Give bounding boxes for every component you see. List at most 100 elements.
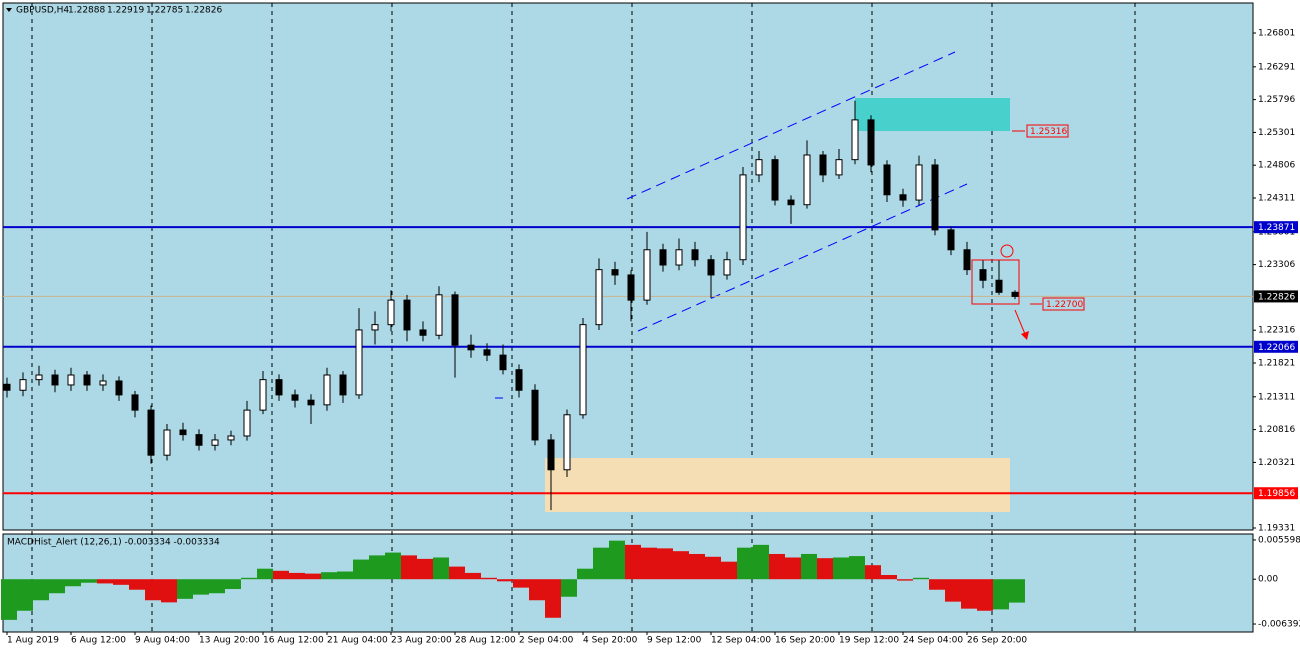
histogram-bar (769, 553, 785, 580)
x-tick-label: 13 Aug 20:00 (199, 636, 260, 646)
zone-label: 1.25316 (1030, 127, 1067, 137)
y-tick-label: 1.23306 (1258, 260, 1295, 270)
candle-body (803, 154, 811, 206)
y-tick-label: 1.21311 (1258, 392, 1295, 402)
supply-zone (855, 98, 1010, 131)
candle-body (323, 374, 331, 406)
histogram-bar (193, 579, 209, 595)
level-label: 1.22066 (1258, 343, 1295, 353)
candle-body (275, 379, 283, 396)
histogram-bar (657, 548, 673, 580)
candle-body (3, 383, 11, 391)
histogram-bar (609, 540, 625, 580)
candle-body (307, 399, 315, 406)
histogram-bar (801, 553, 817, 580)
histogram-bar (321, 572, 337, 580)
level-label-bg (1254, 340, 1298, 353)
histogram-bar (33, 579, 49, 601)
candle-body (739, 174, 747, 261)
candle-body (259, 379, 267, 411)
candle-body (403, 299, 411, 331)
candle-body (531, 389, 539, 441)
y-tick-label: 1.22316 (1258, 326, 1295, 336)
histogram-bar (705, 556, 721, 580)
candle-body (835, 159, 843, 176)
histogram-bar (593, 547, 609, 580)
histogram-bar (993, 579, 1009, 610)
histogram-bar (961, 579, 977, 609)
histogram-bar (305, 573, 321, 580)
x-tick-label: 4 Sep 20:00 (583, 636, 638, 646)
histogram-bar (577, 568, 593, 580)
histogram-bar (561, 579, 577, 597)
candle-body (499, 354, 507, 371)
candle-body (51, 374, 59, 386)
histogram-bar (449, 566, 465, 580)
histogram-bar (977, 579, 993, 611)
arrow (1014, 309, 1026, 335)
candle-body (851, 119, 859, 161)
candle-body (483, 349, 491, 356)
demand-zone (545, 458, 1010, 512)
candle-body (771, 159, 779, 201)
candle-body (979, 269, 987, 281)
level-label-bg (1254, 487, 1298, 500)
histogram-bar (865, 565, 881, 580)
x-tick-label: 16 Sep 20:00 (775, 636, 835, 646)
histogram-bar (529, 579, 545, 601)
candle-body (883, 164, 891, 196)
histogram-bar (1009, 579, 1025, 603)
candle-body (195, 434, 203, 446)
histogram-bar (289, 572, 305, 580)
histogram-bar (465, 572, 481, 580)
histogram-bar (833, 557, 849, 580)
candle-body (819, 154, 827, 176)
candle-body (755, 159, 763, 176)
histogram-bar (401, 555, 417, 580)
x-tick-label: 12 Sep 04:00 (711, 636, 771, 646)
candle-body (915, 164, 923, 201)
histogram-bar (257, 568, 273, 580)
macd-title: MACDHist_Alert (12,26,1) -0.003334 -0.00… (7, 538, 220, 548)
candle-body (963, 249, 971, 271)
menu-arrow (6, 8, 12, 12)
histogram-bar (897, 579, 913, 581)
histogram-bar (369, 555, 385, 580)
histogram-bar (81, 579, 97, 583)
histogram-bar (1, 579, 17, 620)
x-tick-label: 9 Aug 04:00 (135, 636, 190, 646)
candle-body (899, 194, 907, 201)
candle-body (291, 394, 299, 401)
x-tick-label: 26 Sep 20:00 (967, 636, 1027, 646)
candle-body (387, 299, 395, 326)
candle-body (627, 274, 635, 301)
histogram-bar (417, 558, 433, 580)
y-tick-label: 1.24311 (1258, 194, 1295, 204)
level-label: 1.22826 (1258, 292, 1295, 302)
y-tick-label: 0.005598 (1258, 535, 1300, 545)
level-label-bg (1254, 290, 1298, 303)
candle-body (243, 409, 251, 437)
histogram-bar (545, 579, 561, 618)
x-tick-label: 9 Sep 12:00 (647, 636, 702, 646)
x-tick-label: 21 Aug 04:00 (327, 636, 388, 646)
candle-body (595, 269, 603, 326)
x-tick-label: 28 Aug 12:00 (455, 636, 516, 646)
histogram-bar (737, 547, 753, 580)
candle-body (931, 164, 939, 231)
price-high: 1.22919 (107, 6, 144, 16)
candle-body (723, 259, 731, 276)
y-tick-label: 1.24806 (1258, 161, 1295, 171)
histogram-bar (497, 579, 513, 582)
candle-body (115, 380, 123, 396)
candle-body (643, 249, 651, 301)
histogram-bar (49, 579, 65, 594)
price-open: 1.22888 (68, 6, 105, 16)
candle-body (659, 249, 667, 266)
candle-body (147, 409, 155, 456)
histogram-bar (177, 579, 193, 599)
candle-body (163, 429, 171, 456)
histogram-bar (513, 579, 529, 588)
candle-body (419, 329, 427, 336)
